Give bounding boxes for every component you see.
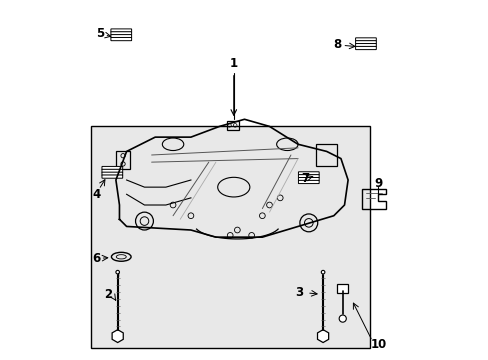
Circle shape	[339, 315, 346, 322]
FancyBboxPatch shape	[102, 169, 122, 172]
Bar	[116, 152, 130, 169]
Text: 1: 1	[229, 57, 237, 71]
Text: 9: 9	[374, 177, 382, 190]
Bar	[315, 144, 337, 166]
Bar	[226, 121, 239, 130]
FancyBboxPatch shape	[111, 32, 131, 35]
Text: 3: 3	[295, 286, 303, 299]
Circle shape	[116, 270, 119, 274]
FancyBboxPatch shape	[298, 177, 319, 181]
FancyBboxPatch shape	[102, 175, 122, 178]
FancyBboxPatch shape	[355, 46, 376, 50]
FancyBboxPatch shape	[298, 180, 319, 184]
FancyBboxPatch shape	[355, 41, 376, 44]
FancyBboxPatch shape	[298, 172, 319, 175]
FancyBboxPatch shape	[355, 44, 376, 47]
FancyBboxPatch shape	[111, 37, 131, 41]
FancyBboxPatch shape	[91, 126, 369, 348]
FancyBboxPatch shape	[298, 175, 319, 178]
Text: 6: 6	[92, 252, 100, 265]
Text: 10: 10	[369, 338, 386, 351]
Bar	[337, 284, 347, 293]
Text: 2: 2	[104, 288, 112, 301]
FancyBboxPatch shape	[102, 166, 122, 170]
FancyBboxPatch shape	[111, 35, 131, 38]
Text: 4: 4	[92, 188, 100, 201]
Circle shape	[321, 270, 324, 274]
FancyBboxPatch shape	[102, 172, 122, 175]
FancyBboxPatch shape	[111, 29, 131, 32]
Text: 5: 5	[96, 27, 104, 40]
Text: 8: 8	[332, 38, 341, 51]
Text: 7: 7	[301, 172, 308, 185]
FancyBboxPatch shape	[355, 38, 376, 41]
